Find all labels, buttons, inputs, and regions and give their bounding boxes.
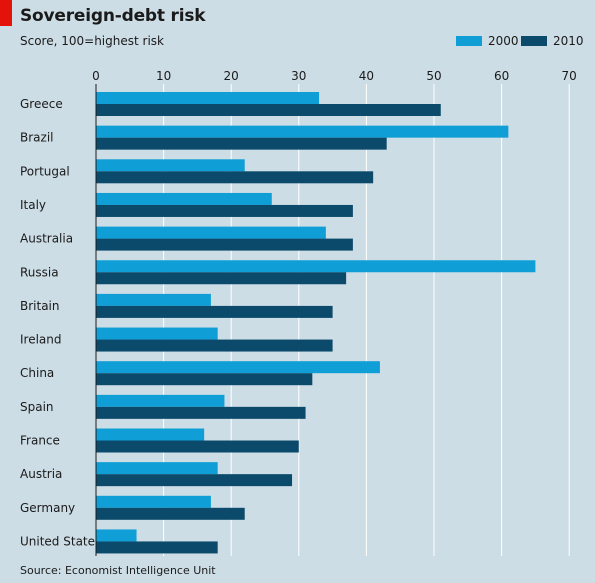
bar-2010-4: [96, 238, 353, 251]
bar-2000-12: [96, 495, 211, 508]
bar-2000-2: [96, 159, 245, 172]
legend-swatch-2010: [521, 36, 547, 46]
legend-label-2000: 2000: [488, 34, 519, 48]
bar-2010-10: [96, 440, 299, 453]
bar-2000-0: [96, 92, 320, 104]
bar-2010-6: [96, 305, 333, 318]
legend-item-2000: 2000: [456, 34, 519, 48]
x-tick-label-20: 20: [224, 69, 239, 83]
bar-2010-12: [96, 507, 245, 520]
bar-2010-2: [96, 171, 374, 184]
source-note: Source: Economist Intelligence Unit: [20, 564, 216, 577]
bar-2000-3: [96, 192, 272, 205]
category-label-0: Greece: [20, 97, 63, 111]
bar-2000-6: [96, 293, 211, 306]
chart-subtitle: Score, 100=highest risk: [20, 34, 164, 48]
category-label-3: Italy: [20, 198, 46, 212]
bar-2000-13: [96, 529, 137, 542]
x-tick-label-0: 0: [92, 69, 100, 83]
chart-title: Sovereign-debt risk: [20, 6, 206, 26]
bar-2010-13: [96, 541, 218, 554]
category-label-8: China: [20, 366, 54, 380]
bar-2000-10: [96, 428, 205, 441]
category-label-13: United States: [20, 534, 101, 548]
x-tick-label-30: 30: [291, 69, 306, 83]
category-label-12: Germany: [20, 501, 75, 515]
brand-red-tab: [0, 0, 12, 26]
category-label-10: France: [20, 434, 60, 448]
legend-label-2010: 2010: [553, 34, 584, 48]
bar-2000-4: [96, 226, 326, 239]
bar-2010-3: [96, 204, 353, 217]
bar-2000-1: [96, 125, 509, 138]
bar-2010-5: [96, 272, 347, 285]
category-label-6: Britain: [20, 299, 60, 313]
bar-2010-11: [96, 474, 293, 487]
x-tick-label-40: 40: [359, 69, 374, 83]
legend-swatch-2000: [456, 36, 482, 46]
bar-2000-8: [96, 361, 380, 374]
category-label-2: Portugal: [20, 164, 70, 178]
category-label-4: Australia: [20, 232, 73, 246]
category-label-11: Austria: [20, 467, 62, 481]
category-label-7: Ireland: [20, 333, 62, 347]
bar-2000-7: [96, 327, 218, 340]
category-label-5: Russia: [20, 265, 59, 279]
category-label-1: Brazil: [20, 131, 54, 145]
x-tick-label-70: 70: [562, 69, 577, 83]
bar-2000-9: [96, 394, 225, 407]
legend-item-2010: 2010: [521, 34, 584, 48]
bar-2010-0: [96, 104, 441, 116]
x-tick-label-10: 10: [156, 69, 171, 83]
category-label-9: Spain: [20, 400, 54, 414]
bar-2010-9: [96, 406, 306, 419]
x-tick-label-50: 50: [426, 69, 441, 83]
bar-2010-7: [96, 339, 333, 352]
bar-2000-5: [96, 260, 536, 273]
bar-2010-8: [96, 373, 313, 386]
bar-2010-1: [96, 137, 387, 150]
x-tick-label-60: 60: [494, 69, 509, 83]
bar-2000-11: [96, 462, 218, 475]
